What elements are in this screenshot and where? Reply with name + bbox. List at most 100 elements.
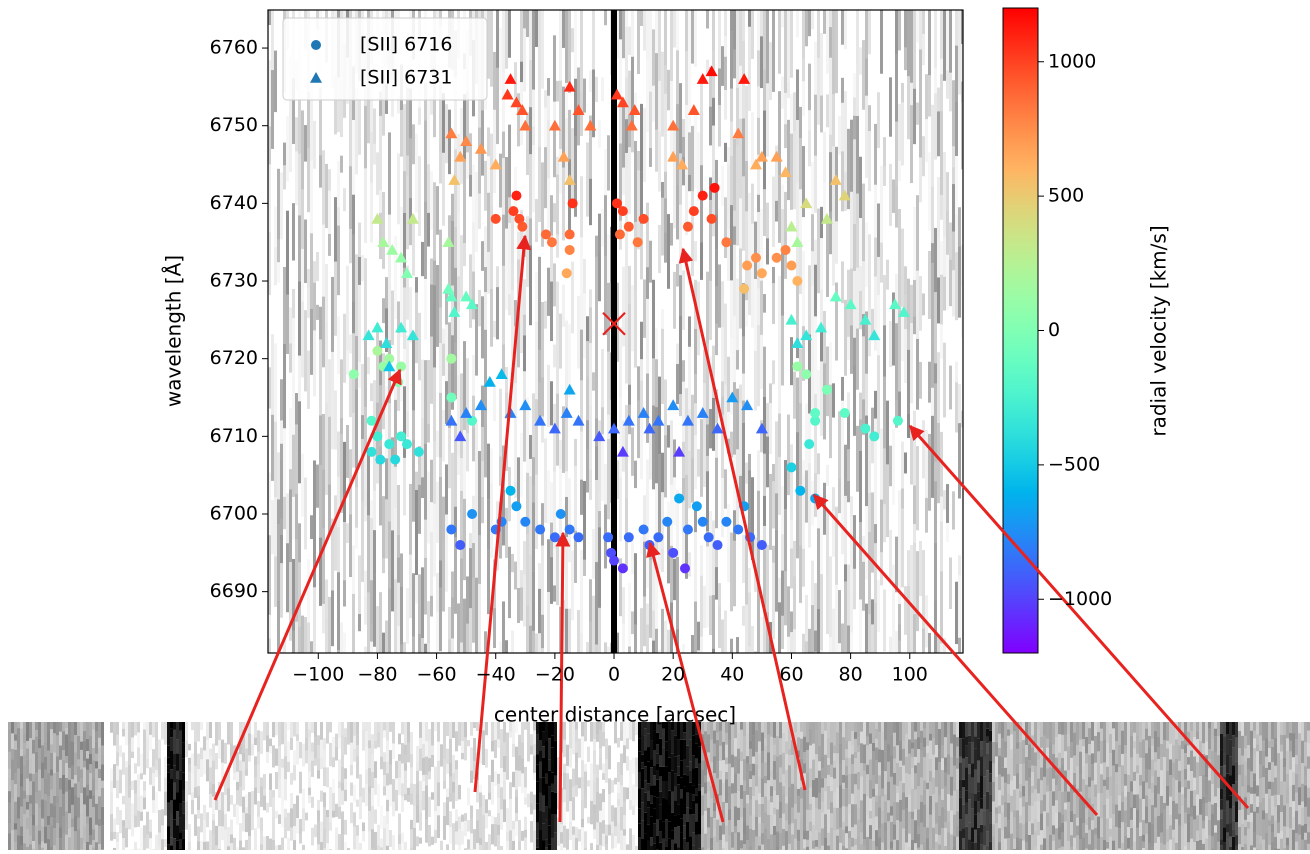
point: [414, 447, 424, 457]
point: [668, 548, 678, 558]
point: [511, 191, 521, 201]
x-tick-label: 60: [779, 664, 803, 686]
point: [506, 486, 516, 496]
point: [603, 532, 613, 542]
x-tick-label: 80: [839, 664, 863, 686]
y-tick-label: 6690: [210, 580, 258, 602]
y-axis-label: wavelength [Å]: [162, 255, 186, 407]
point: [757, 540, 767, 550]
point: [609, 556, 619, 566]
point: [698, 517, 708, 527]
point: [757, 268, 767, 278]
point: [692, 501, 702, 511]
point: [565, 245, 575, 255]
point: [615, 229, 625, 239]
x-tick-label: −40: [476, 664, 516, 686]
point: [786, 462, 796, 472]
point: [822, 385, 832, 395]
point: [390, 455, 400, 465]
x-tick-label: 100: [892, 664, 928, 686]
point: [810, 408, 820, 418]
point: [568, 198, 578, 208]
x-axis-label: center distance [arcsec]: [494, 703, 736, 727]
point: [446, 393, 456, 403]
point: [680, 563, 690, 573]
point: [721, 237, 731, 247]
y-tick-label: 6730: [210, 270, 258, 292]
y-tick-label: 6720: [210, 347, 258, 369]
point: [721, 517, 731, 527]
y-tick-label: 6700: [210, 502, 258, 524]
y-tick-label: 6740: [210, 192, 258, 214]
point: [772, 253, 782, 263]
point: [801, 369, 811, 379]
point: [371, 322, 383, 333]
point: [633, 237, 643, 247]
x-tick-label: −100: [292, 664, 344, 686]
point: [689, 206, 699, 216]
point: [860, 424, 870, 434]
point: [840, 408, 850, 418]
point: [402, 439, 412, 449]
colorbar-tick-label: 500: [1048, 185, 1084, 207]
point: [618, 206, 628, 216]
legend-label: [SII] 6731: [360, 67, 453, 89]
spectrum-strip: [8, 722, 1310, 850]
point: [467, 509, 477, 519]
point: [683, 525, 693, 535]
point: [574, 532, 584, 542]
point: [804, 439, 814, 449]
y-tick-label: 6750: [210, 114, 258, 136]
point: [751, 253, 761, 263]
point: [830, 291, 842, 302]
x-tick-label: −20: [535, 664, 575, 686]
point: [792, 361, 802, 371]
point: [733, 525, 743, 535]
point: [639, 525, 649, 535]
point: [674, 493, 684, 503]
point: [624, 532, 634, 542]
x-tick-label: 40: [720, 664, 744, 686]
x-tick-label: 20: [661, 664, 685, 686]
point: [375, 455, 385, 465]
point: [683, 222, 693, 232]
point: [785, 314, 797, 325]
point: [710, 183, 720, 193]
point: [795, 486, 805, 496]
legend: [SII] 6716 [SII] 6731: [283, 18, 487, 100]
legend-label: [SII] 6716: [360, 34, 453, 56]
point: [455, 540, 465, 550]
point: [556, 509, 566, 519]
x-tick-label: −80: [357, 664, 397, 686]
colorbar: [1003, 8, 1038, 653]
x-tick-label: −60: [417, 664, 457, 686]
point: [713, 540, 723, 550]
point: [550, 532, 560, 542]
point: [742, 260, 752, 270]
colorbar-tick-label: 1000: [1048, 50, 1096, 72]
point: [517, 222, 527, 232]
point: [786, 260, 796, 270]
point: [475, 143, 487, 154]
point: [446, 525, 456, 535]
colorbar-label: radial velocity [km/s]: [1147, 225, 1171, 436]
point: [623, 415, 635, 426]
point: [367, 447, 377, 457]
point: [624, 222, 634, 232]
point: [384, 439, 394, 449]
y-tick-label: 6710: [210, 425, 258, 447]
colorbar-tick-label: −500: [1048, 453, 1100, 475]
point: [562, 268, 572, 278]
point: [535, 525, 545, 535]
point: [781, 245, 791, 255]
point: [547, 237, 557, 247]
point: [792, 276, 802, 286]
point: [520, 517, 530, 527]
point: [511, 501, 521, 511]
point: [653, 532, 663, 542]
point: [446, 354, 456, 364]
point: [519, 399, 531, 410]
legend-marker: [311, 40, 321, 50]
